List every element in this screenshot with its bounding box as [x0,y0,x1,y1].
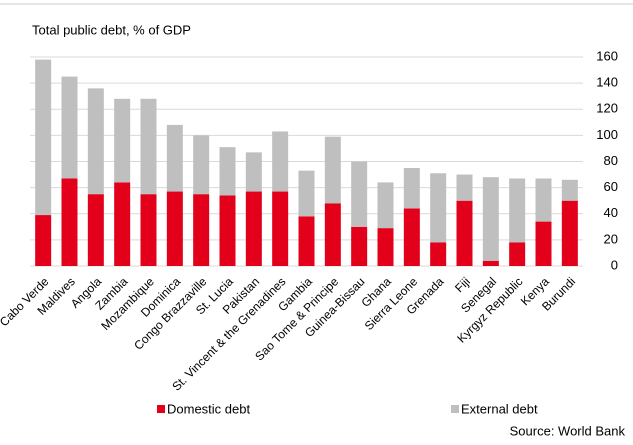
bar-segment [561,179,578,201]
bar-segment [403,168,420,209]
x-tick-label: Fiji [452,274,473,295]
bar-segment [114,182,131,266]
bar-segment [509,178,526,243]
bar-segment [245,191,262,266]
bar-segment [298,216,315,266]
bar-segment [140,98,157,195]
bar-segment [87,194,104,266]
bar-segment [403,208,420,266]
y-tick-label: 160 [596,48,618,63]
bar-segment [561,200,578,266]
y-tick-label: 120 [596,101,618,116]
bar-segment [272,131,289,192]
bar-segment [324,136,341,204]
bar-segment [351,226,368,266]
bar-segment [430,173,447,243]
bar-segment [456,200,473,266]
legend-label: External debt [461,401,538,416]
chart-title: Total public debt, % of GDP [32,22,191,37]
bar-segment [219,147,236,196]
legend-swatch [157,405,165,413]
source: Source: World Bank [510,423,626,438]
bar-segment [351,161,368,227]
bar-segment [61,178,78,266]
bar-segment [482,177,499,261]
bar-segment [35,59,52,216]
bar-segment [166,191,183,266]
bar-segment [87,88,104,195]
bar-segment [482,260,499,266]
bar-segment [535,221,552,266]
y-tick-label: 100 [596,127,618,142]
bar-segment [114,98,131,183]
bar-segment [377,182,394,229]
bar-segment [193,135,210,195]
bar-segment [298,170,315,217]
bar-segment [456,174,473,201]
bar-segment [140,194,157,266]
y-tick-label: 40 [604,205,618,220]
bar-segment [166,124,183,192]
y-tick-label: 20 [604,231,618,246]
bar-segment [219,195,236,266]
bar-segment [535,178,552,222]
y-tick-label: 80 [604,153,618,168]
bar-segment [245,152,262,192]
bar-segment [324,203,341,266]
y-tick-label: 0 [611,257,618,272]
bar-segment [35,215,52,266]
bar-segment [193,194,210,266]
legend-swatch [451,405,459,413]
y-tick-label: 60 [604,179,618,194]
legend-label: Domestic debt [167,401,250,416]
bar-segment [61,76,78,179]
bar-segment [509,242,526,266]
bar-segment [377,228,394,266]
y-tick-label: 140 [596,75,618,90]
bar-segment [430,242,447,266]
bar-segment [272,191,289,266]
